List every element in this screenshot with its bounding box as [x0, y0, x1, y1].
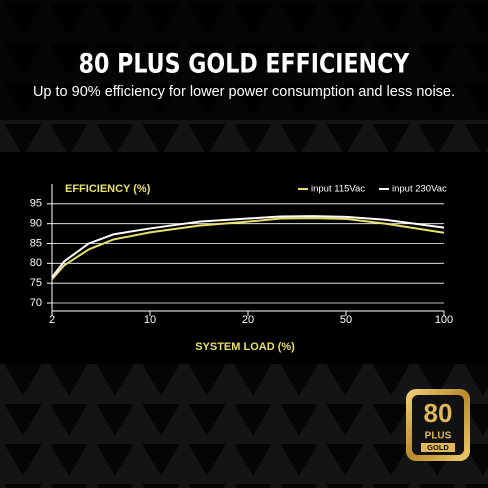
legend-label: input 230Vac — [392, 184, 447, 195]
legend-label: input 115Vac — [311, 184, 365, 195]
y-tick-label: 75 — [30, 277, 42, 289]
badge-plus: PLUS — [425, 431, 452, 442]
series-line — [51, 215, 445, 278]
top-shade — [0, 0, 488, 120]
x-tick-label: 100 — [435, 314, 453, 326]
series-line — [51, 217, 445, 280]
y-tick-label: 85 — [30, 237, 42, 249]
badge-grade-bg — [421, 443, 455, 452]
y-tick-label: 95 — [30, 198, 42, 210]
title: 80 PLUS GOLD EFFICIENCY — [79, 48, 411, 80]
x-tick-label: 2 — [49, 314, 55, 326]
badge: 80 PLUS GOLD — [406, 389, 470, 461]
badge-number: 80 — [424, 398, 453, 428]
x-tick-label: 20 — [242, 314, 254, 326]
y-tick-label: 80 — [30, 257, 42, 269]
y-tick-label: 90 — [30, 218, 42, 230]
y-tick-label: 70 — [30, 297, 42, 309]
x-tick-label: 50 — [340, 314, 352, 326]
badge-grade: GOLD — [427, 443, 449, 452]
chart-band — [0, 152, 488, 364]
badge-inner — [412, 395, 464, 455]
subtitle: Up to 90% efficiency for lower power con… — [33, 84, 455, 100]
y-axis-label: EFFICIENCY (%) — [65, 183, 151, 195]
x-tick-label: 10 — [144, 314, 156, 326]
x-axis-label: SYSTEM LOAD (%) — [195, 341, 295, 353]
